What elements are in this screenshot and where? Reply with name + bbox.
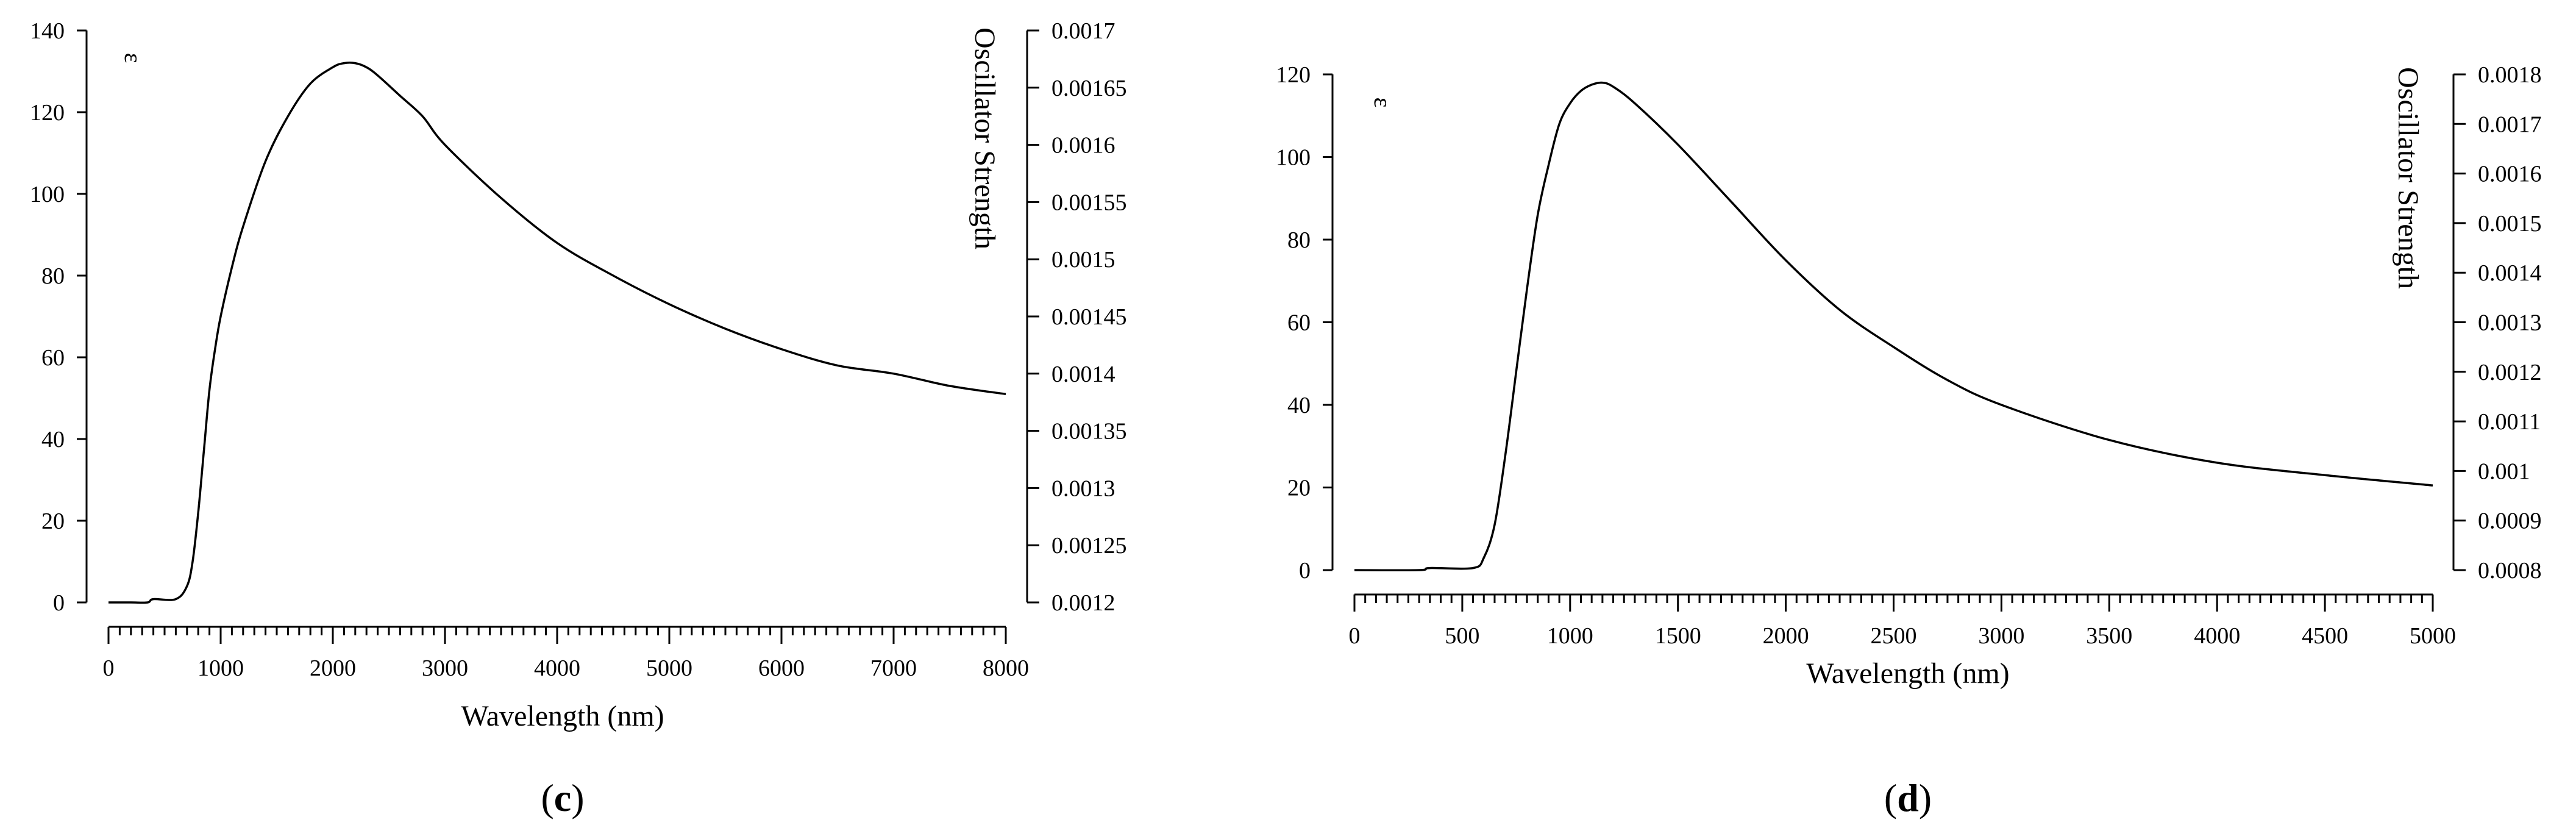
x-tick-label: 4500: [2302, 623, 2348, 649]
y-tick-label: 100: [30, 182, 65, 207]
y-tick-label: 120: [1276, 62, 1311, 88]
x-tick-label: 3000: [1978, 623, 2024, 649]
y-tick-label: 20: [1287, 476, 1311, 501]
y2-axis-title: Oscillator Strength: [2392, 67, 2424, 289]
x-tick-label: 7000: [870, 655, 917, 681]
x-tick-label: 1000: [1547, 623, 1593, 649]
y-tick-label: 120: [30, 100, 65, 126]
y2-tick-label: 0.00135: [1051, 419, 1127, 444]
y2-tick-label: 0.0008: [2478, 558, 2542, 584]
x-tick-label: 3000: [422, 655, 468, 681]
y2-tick-label: 0.0018: [2478, 62, 2542, 88]
y2-tick-label: 0.00155: [1051, 190, 1127, 215]
caption-letter: d: [1897, 776, 1919, 819]
y-tick-label: 100: [1276, 145, 1311, 171]
y2-tick-label: 0.001: [2478, 459, 2530, 484]
x-tick-label: 4000: [2194, 623, 2240, 649]
x-tick-label: 1500: [1655, 623, 1701, 649]
y2-tick-label: 0.0016: [2478, 162, 2542, 187]
y2-tick-label: 0.0012: [2478, 360, 2542, 385]
y2-tick-label: 0.00145: [1051, 304, 1127, 330]
y2-tick-label: 0.0011: [2478, 409, 2541, 435]
series-line-epsilon: [109, 62, 1006, 604]
caption-paren-close: ): [571, 776, 584, 819]
x-tick-label: 5000: [646, 655, 692, 681]
x-tick-label: 3500: [2086, 623, 2132, 649]
y-tick-label: 60: [1287, 310, 1311, 336]
y2-tick-label: 0.0014: [1051, 362, 1115, 387]
y2-tick-label: 0.0013: [1051, 476, 1115, 501]
y2-tick-label: 0.0017: [2478, 112, 2542, 137]
x-tick-label: 4000: [534, 655, 580, 681]
x-axis-title: Wavelength (nm): [461, 700, 664, 732]
panel-caption: (d): [1884, 776, 1932, 819]
caption-letter: c: [554, 776, 571, 819]
panel-caption: (c): [541, 776, 584, 819]
y-tick-label: 0: [53, 590, 65, 616]
chart-panel-c: 0 20 40 60 80 100 120 140 0 1000 2000 3000 4000 5000 6…: [30, 18, 1127, 819]
y-tick-label: 40: [41, 427, 65, 452]
series-label: ε: [1369, 98, 1397, 108]
caption-paren-close: ): [1919, 776, 1932, 819]
y-tick-label: 140: [30, 18, 65, 44]
y-tick-label: 40: [1287, 393, 1311, 418]
x-tick-label: 2500: [1871, 623, 1917, 649]
y-tick-label: 80: [1287, 227, 1311, 253]
caption-paren-open: (: [541, 776, 553, 819]
x-tick-label: 2000: [1763, 623, 1809, 649]
chart-panel-d: 0 20 40 60 80 100 120 0 500 1000 1500 2000 2500 3000 3…: [1276, 62, 2542, 819]
y2-tick-label: 0.00165: [1051, 76, 1127, 101]
y2-tick-label: 0.0014: [2478, 260, 2542, 286]
y2-tick-label: 0.0013: [2478, 310, 2542, 336]
x-tick-label: 6000: [758, 655, 805, 681]
x-tick-label: 0: [1349, 623, 1361, 649]
x-tick-label: 2000: [310, 655, 356, 681]
x-tick-label: 500: [1445, 623, 1479, 649]
y2-tick-label: 0.0015: [2478, 211, 2542, 237]
caption-paren-open: (: [1884, 776, 1897, 819]
x-tick-label: 0: [103, 655, 115, 681]
y2-tick-label: 0.0009: [2478, 509, 2542, 534]
y-tick-label: 80: [41, 263, 65, 289]
y2-axis-title: Oscillator Strength: [969, 27, 1001, 249]
y2-tick-label: 0.0012: [1051, 590, 1115, 616]
y-tick-label: 0: [1299, 558, 1311, 584]
x-tick-label: 5000: [2410, 623, 2456, 649]
x-tick-label: 1000: [197, 655, 244, 681]
y-tick-label: 20: [41, 509, 65, 534]
y2-tick-label: 0.0015: [1051, 247, 1115, 273]
y2-tick-label: 0.0017: [1051, 18, 1115, 44]
series-line-epsilon: [1354, 81, 2433, 572]
x-tick-label: 8000: [983, 655, 1029, 681]
y2-tick-label: 0.00125: [1051, 533, 1127, 559]
y2-tick-label: 0.0016: [1051, 133, 1115, 159]
series-label: ε: [119, 53, 147, 63]
y-tick-label: 60: [41, 345, 65, 371]
x-axis-title: Wavelength (nm): [1806, 657, 2009, 690]
